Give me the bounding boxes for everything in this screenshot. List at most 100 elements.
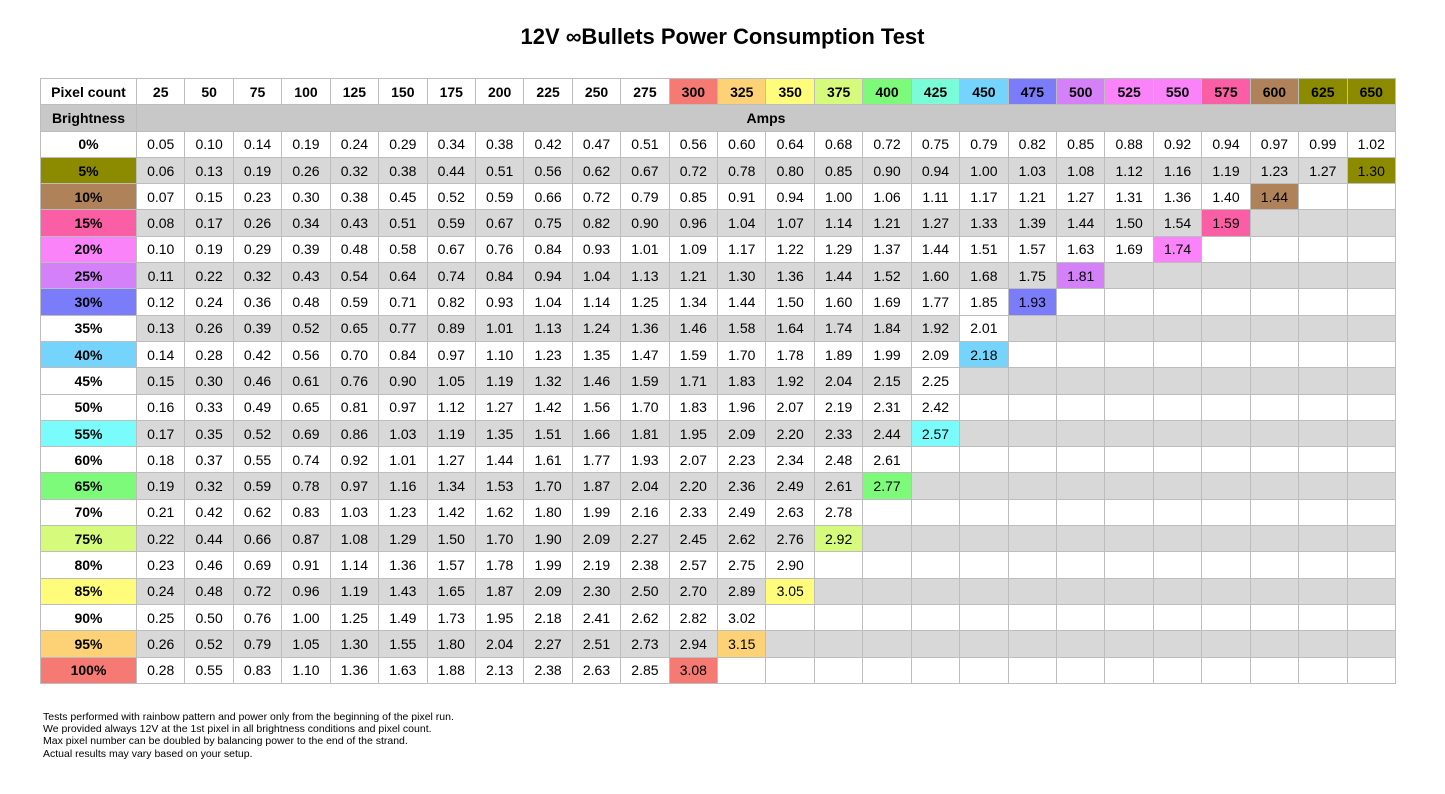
table-cell: 1.80 xyxy=(426,630,476,658)
table-cell: 3.15 xyxy=(717,630,767,658)
table-cell xyxy=(1201,446,1251,474)
table-cell xyxy=(959,551,1009,579)
table-cell xyxy=(862,577,912,605)
table-cell: 1.46 xyxy=(571,367,622,395)
table-cell: 0.93 xyxy=(571,235,622,264)
table-cell: 1.70 xyxy=(474,525,525,553)
table-cell: 0.19 xyxy=(281,130,331,158)
table-cell: 1.59 xyxy=(1201,209,1251,237)
row-label: 65% xyxy=(40,472,137,500)
table-cell xyxy=(1249,603,1300,632)
table-cell: 2.04 xyxy=(620,472,670,500)
table-cell: 1.29 xyxy=(378,525,428,553)
table-cell: 1.01 xyxy=(378,446,428,474)
table-cell xyxy=(1007,603,1058,632)
column-header: 25 xyxy=(135,77,186,106)
table-cell xyxy=(813,551,864,579)
table-cell: 2.34 xyxy=(765,446,815,474)
table-cell: 1.21 xyxy=(668,262,719,290)
table-cell: 2.44 xyxy=(862,419,912,448)
table-cell: 1.24 xyxy=(571,314,622,342)
table-cell xyxy=(1152,419,1203,448)
table-cell: 0.97 xyxy=(329,472,380,500)
table-cell xyxy=(1298,183,1348,211)
table-row: 45% 0.15 0.30 0.46 0.61 0.76 0.90 1.05 1.19 1.32 1… xyxy=(40,367,1396,395)
table-cell: 1.83 xyxy=(668,393,719,421)
table-cell: 2.62 xyxy=(717,525,767,553)
table-cell xyxy=(813,656,864,684)
table-cell xyxy=(1152,262,1203,290)
table-cell: 1.74 xyxy=(813,314,864,342)
table-cell: 0.90 xyxy=(862,156,912,185)
table-cell: 2.04 xyxy=(813,367,864,395)
table-row: 75% 0.22 0.44 0.66 0.87 1.08 1.29 1.50 1.70 1.90 2… xyxy=(40,525,1396,553)
table-cell: 1.06 xyxy=(862,183,912,211)
table-cell: 1.59 xyxy=(668,340,719,369)
table-cell xyxy=(1249,525,1300,553)
table-cell: 1.30 xyxy=(329,630,380,658)
table-cell: 1.50 xyxy=(765,288,815,316)
column-header: 175 xyxy=(426,77,476,106)
table-cell: 2.57 xyxy=(910,419,961,448)
table-cell: 1.19 xyxy=(474,367,525,395)
table-cell xyxy=(1249,262,1300,290)
table-cell: 2.82 xyxy=(668,603,719,632)
table-cell: 1.52 xyxy=(862,262,912,290)
table-cell xyxy=(1298,603,1348,632)
table-cell xyxy=(1346,367,1396,395)
table-cell: 1.57 xyxy=(1007,235,1058,264)
table-cell xyxy=(959,603,1009,632)
table-cell xyxy=(1007,630,1058,658)
table-cell xyxy=(1346,288,1396,316)
table-cell: 0.32 xyxy=(184,472,234,500)
table-cell: 2.07 xyxy=(668,446,719,474)
column-header: 400 xyxy=(862,77,912,106)
table-cell: 0.43 xyxy=(281,262,331,290)
table-cell: 2.49 xyxy=(765,472,815,500)
table-cell xyxy=(1104,340,1154,369)
table-cell xyxy=(959,393,1009,421)
table-cell: 0.52 xyxy=(184,630,234,658)
table-cell xyxy=(1346,314,1396,342)
table-cell: 1.32 xyxy=(523,367,573,395)
table-cell xyxy=(1007,472,1058,500)
table-cell: 1.69 xyxy=(862,288,912,316)
table-cell: 1.00 xyxy=(959,156,1009,185)
table-cell xyxy=(1298,630,1348,658)
table-row: 20% 0.10 0.19 0.29 0.39 0.48 0.58 0.67 0.76 0.84 0… xyxy=(40,235,1396,264)
table-cell: 1.42 xyxy=(523,393,573,421)
table-cell: 0.26 xyxy=(281,156,331,185)
table-cell xyxy=(862,498,912,527)
table-cell: 2.61 xyxy=(813,472,864,500)
table-cell: 0.83 xyxy=(281,498,331,527)
table-cell: 2.27 xyxy=(523,630,573,658)
table-cell xyxy=(1249,288,1300,316)
table-cell: 1.63 xyxy=(1056,235,1106,264)
table-cell xyxy=(1249,340,1300,369)
table-cell xyxy=(1152,393,1203,421)
table-cell: 0.75 xyxy=(523,209,573,237)
table-cell xyxy=(1298,235,1348,264)
table-cell: 0.97 xyxy=(1249,130,1300,158)
table-cell: 2.33 xyxy=(813,419,864,448)
table-row: 95% 0.26 0.52 0.79 1.05 1.30 1.55 1.80 2.04 2.27 2… xyxy=(40,630,1396,658)
table-cell: 1.75 xyxy=(1007,262,1058,290)
table-cell: 2.18 xyxy=(959,340,1009,369)
table-cell xyxy=(1201,551,1251,579)
table-cell xyxy=(1056,525,1106,553)
table-cell: 0.97 xyxy=(426,340,476,369)
table-cell: 1.93 xyxy=(1007,288,1058,316)
table-cell xyxy=(910,472,961,500)
table-cell xyxy=(1007,498,1058,527)
table-cell: 1.49 xyxy=(378,603,428,632)
table-cell: 0.34 xyxy=(426,130,476,158)
table-row: 15% 0.08 0.17 0.26 0.34 0.43 0.51 0.59 0.67 0.75 0… xyxy=(40,209,1396,237)
table-cell xyxy=(1298,340,1348,369)
table-row: 85% 0.24 0.48 0.72 0.96 1.19 1.43 1.65 1.87 2.09 2… xyxy=(40,577,1396,605)
table-row: 30% 0.12 0.24 0.36 0.48 0.59 0.71 0.82 0.93 1.04 1… xyxy=(40,288,1396,316)
table-cell xyxy=(1152,551,1203,579)
table-cell: 2.33 xyxy=(668,498,719,527)
table-cell: 1.58 xyxy=(717,314,767,342)
table-cell xyxy=(1007,419,1058,448)
table-cell: 1.05 xyxy=(426,367,476,395)
